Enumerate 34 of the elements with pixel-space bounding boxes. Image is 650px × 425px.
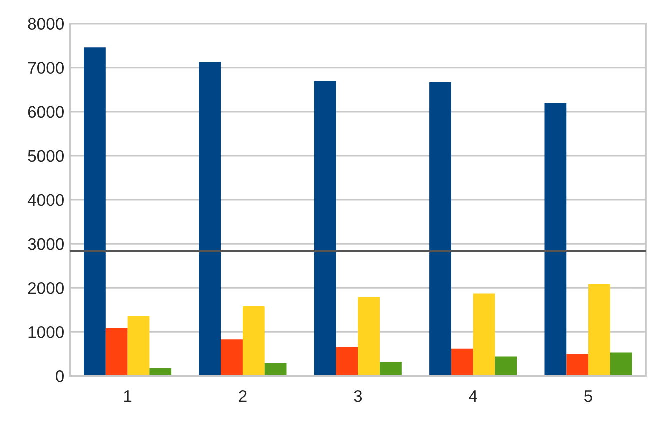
bar <box>242 306 265 376</box>
y-tick-label: 7000 <box>28 62 64 74</box>
bar <box>473 294 496 376</box>
bar <box>380 362 402 376</box>
x-tick-label: 5 <box>584 390 592 402</box>
y-tick-label: 6000 <box>28 106 64 118</box>
bar <box>358 297 380 376</box>
bar <box>106 328 128 376</box>
x-tick-label: 3 <box>354 390 362 402</box>
y-tick-label: 0 <box>56 370 64 382</box>
bar <box>221 340 243 376</box>
bar <box>451 348 474 376</box>
x-tick-label: 4 <box>469 390 478 402</box>
bar <box>264 363 287 376</box>
bar <box>430 82 452 376</box>
bar <box>544 104 567 376</box>
bar <box>495 356 518 376</box>
y-tick-label: 1000 <box>28 326 64 338</box>
bar <box>314 81 336 376</box>
y-tick-label: 5000 <box>28 150 64 162</box>
bar <box>199 62 222 376</box>
y-tick-label: 2000 <box>28 282 64 294</box>
bar <box>588 284 610 376</box>
bar <box>150 368 172 376</box>
x-tick-label: 2 <box>239 390 247 402</box>
bar <box>566 354 589 376</box>
y-tick-label: 8000 <box>28 18 64 30</box>
bar <box>84 48 106 376</box>
bar <box>610 352 632 376</box>
y-tick-label: 3000 <box>28 238 64 250</box>
y-tick-label: 4000 <box>28 194 64 206</box>
x-tick-label: 1 <box>124 390 132 402</box>
bar <box>336 348 358 376</box>
bar <box>128 316 150 376</box>
